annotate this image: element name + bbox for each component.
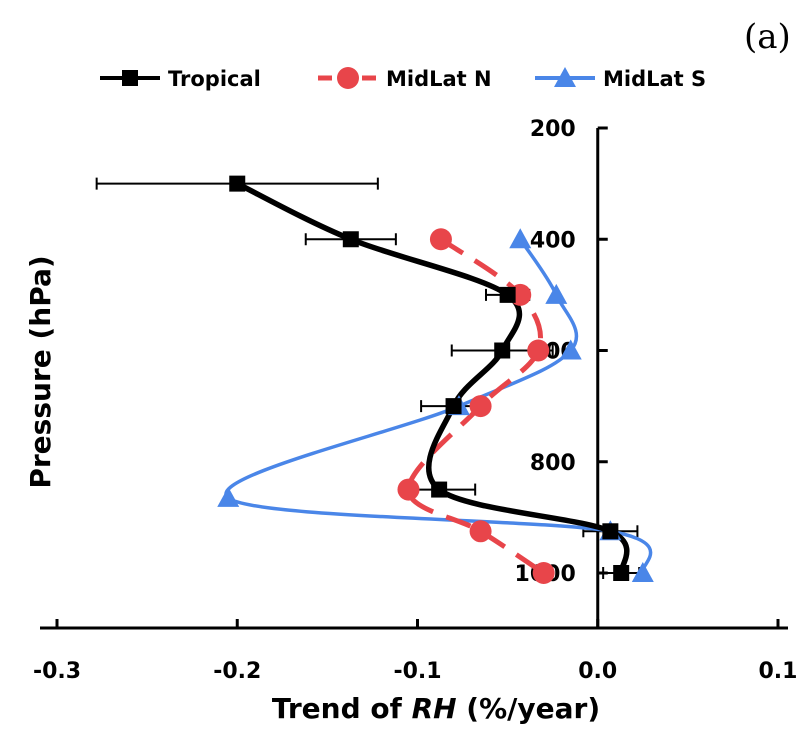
tropical-point bbox=[499, 286, 516, 303]
legend-midlat-s-marker bbox=[554, 67, 576, 87]
legend-midlat-n-label: MidLat N bbox=[386, 67, 492, 91]
midlat-n-point bbox=[532, 562, 555, 584]
tropical-point bbox=[494, 342, 511, 359]
x-tick-label: 0.1 bbox=[759, 659, 798, 684]
y-axis-label: Pressure (hPa) bbox=[24, 255, 57, 488]
x-axis-label-part-2: RH bbox=[412, 692, 457, 725]
x-tick-label: 0.0 bbox=[578, 659, 617, 684]
legend-midlat-n-marker bbox=[337, 67, 359, 89]
tropical-point bbox=[602, 523, 619, 540]
legend: Tropical MidLat N MidLat S bbox=[100, 67, 706, 91]
midlat-n-point bbox=[527, 339, 550, 362]
y-tick-label: 800 bbox=[530, 451, 576, 476]
x-tick-label: -0.2 bbox=[213, 659, 261, 684]
midlat-n-point bbox=[469, 395, 492, 418]
panel-label: (a) bbox=[744, 17, 791, 57]
series-markers bbox=[217, 175, 654, 584]
axes: -0.3-0.2-0.10.00.1 2004006008001000 bbox=[33, 117, 798, 684]
midlat-s-point bbox=[631, 562, 654, 582]
x-tick-label: -0.3 bbox=[33, 659, 81, 684]
tropical-point bbox=[431, 481, 448, 498]
tropical-point bbox=[342, 231, 359, 248]
midlat-n-point bbox=[469, 520, 492, 543]
y-tick-label: 400 bbox=[530, 228, 576, 253]
legend-midlat-s-label: MidLat S bbox=[603, 67, 706, 91]
y-tick-label: 200 bbox=[530, 117, 576, 142]
x-ticks: -0.3 -0.2 -0.1 0.0 0.1 bbox=[33, 619, 798, 684]
tropical-point bbox=[445, 398, 462, 415]
legend-tropical-marker bbox=[122, 70, 138, 86]
x-tick-label: -0.1 bbox=[393, 659, 441, 684]
tropical-point bbox=[229, 175, 246, 192]
tropical-point bbox=[613, 565, 630, 581]
legend-tropical-label: Tropical bbox=[168, 67, 261, 91]
x-axis-label: Trend of RH (%/year) bbox=[272, 692, 600, 725]
x-axis-label-part-3: (%/year) bbox=[457, 692, 601, 725]
midlat-n-point bbox=[429, 228, 452, 251]
midlat-s-point bbox=[545, 283, 568, 304]
midlat-s-point bbox=[509, 228, 532, 249]
x-axis-label-part-1: Trend of bbox=[272, 692, 412, 725]
midlat-s-point bbox=[217, 486, 240, 507]
midlat-n-point bbox=[397, 478, 420, 501]
midlat-s-point bbox=[559, 339, 582, 360]
